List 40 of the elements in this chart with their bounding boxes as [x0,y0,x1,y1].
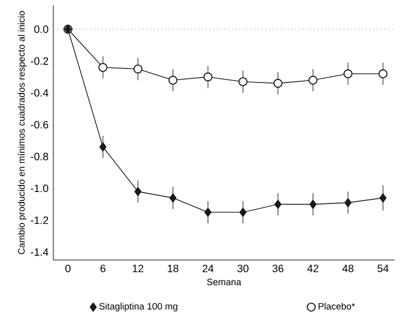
x-tick-label: 48 [342,264,354,272]
point [98,62,108,72]
x-axis-title: Semana [207,278,242,286]
x-tick-label: 12 [132,264,144,272]
x-tick-label: 24 [202,264,214,272]
point [343,69,353,78]
point [169,193,176,202]
point [99,142,106,152]
y-axis-title: Cambio producido en mínimos cuadrados respecto al inicio [18,11,27,254]
y-tick-label: -0.2 [30,57,48,65]
point [133,64,142,74]
point [168,76,178,85]
point [344,198,352,208]
point [308,76,318,85]
y-tick-label: 0.0 [34,25,48,33]
x-tick-label: 6 [100,264,106,272]
point [238,77,248,86]
x-tick-label: 0 [65,264,70,272]
x-tick-label: 54 [378,264,389,272]
point [273,78,282,88]
x-tick-label: 18 [168,264,178,272]
y-tick-label: -1.4 [30,248,48,256]
x-tick-label: 42 [307,264,318,272]
x-tick-label: 30 [237,264,248,272]
point [379,193,387,202]
point [378,69,388,78]
y-tick-label: -0.8 [30,152,48,160]
y-tick-label: -0.4 [30,89,48,97]
x-tick-label: 36 [272,264,284,272]
point [134,187,142,196]
point [239,208,246,217]
y-tick-label: -0.6 [30,120,48,128]
legend-label: Sitagliptina 100 mg [99,302,178,312]
point [309,200,317,209]
point [274,200,282,209]
point [203,72,212,82]
y-tick-label: -1.2 [30,216,48,224]
point [204,208,212,217]
y-tick-label: -1.0 [30,184,48,192]
legend-label: Placebo* [318,302,355,310]
